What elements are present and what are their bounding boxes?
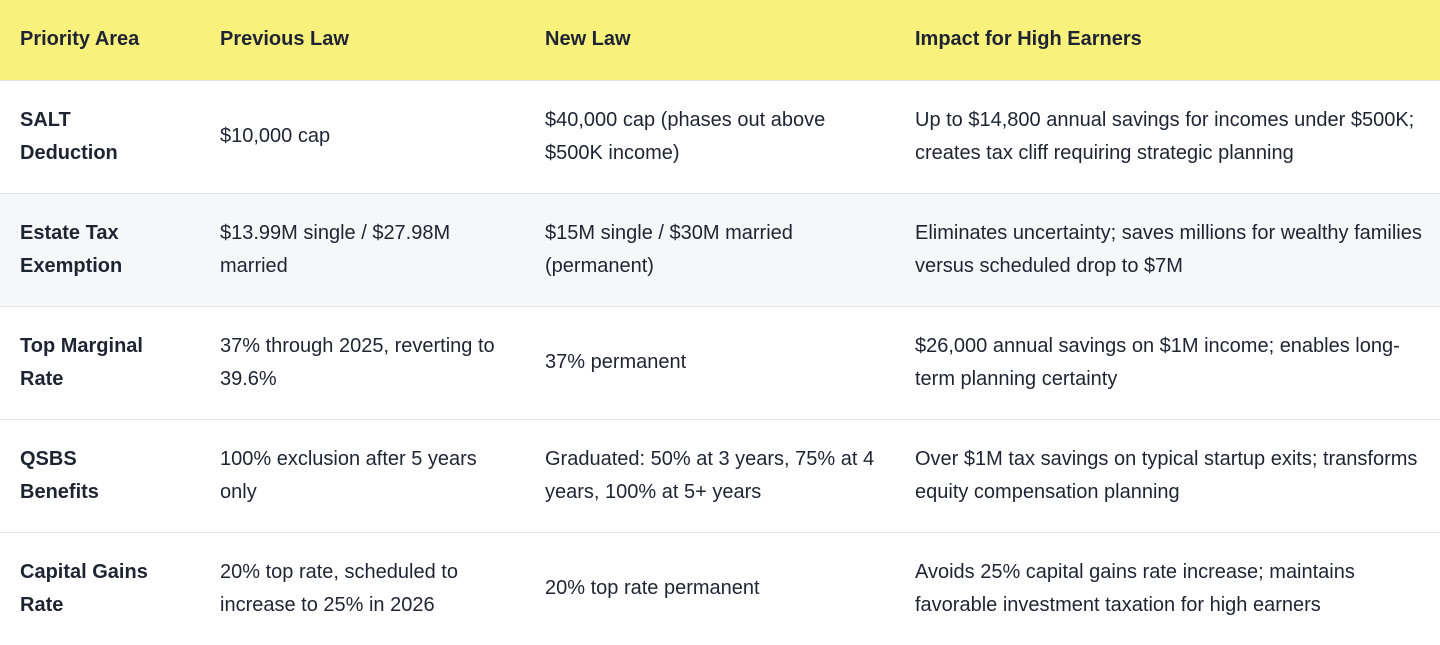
table-cell: $13.99M single / $27.98M married <box>220 221 451 277</box>
table-row: Top Marginal Rate 37% through 2025, rever… <box>0 306 1440 419</box>
table-cell: 37% permanent <box>545 351 687 373</box>
row-label: Capital Gains Rate <box>20 560 148 616</box>
table-cell: $26,000 annual savings on $1M income; en… <box>915 334 1400 390</box>
table-cell: Up to $14,800 annual savings for incomes… <box>915 108 1415 164</box>
table-cell: 37% through 2025, reverting to 39.6% <box>220 334 495 390</box>
table-cell: $40,000 cap (phases out above $500K inco… <box>545 108 826 164</box>
row-label: Estate Tax Exemption <box>20 221 123 277</box>
table-cell: 20% top rate, scheduled to increase to 2… <box>220 560 458 616</box>
table-cell: Over $1M tax savings on typical startup … <box>915 447 1418 503</box>
table-row: Capital Gains Rate 20% top rate, schedule… <box>0 532 1440 645</box>
header-cell: New Law <box>545 28 631 51</box>
table-cell: $15M single / $30M married (permanent) <box>545 221 793 277</box>
table-cell: 100% exclusion after 5 years only <box>220 447 477 503</box>
header-cell: Impact for High Earners <box>915 28 1142 51</box>
table-cell: Avoids 25% capital gains rate increase; … <box>915 560 1355 616</box>
table-cell: Graduated: 50% at 3 years, 75% at 4 year… <box>545 447 875 503</box>
table-body: SALT Deduction $10,000 cap $40,000 cap (ph… <box>0 80 1440 645</box>
table-cell: 20% top rate permanent <box>545 577 760 600</box>
table-cell: Eliminates uncertainty; saves millions f… <box>915 221 1422 277</box>
table-row: SALT Deduction $10,000 cap $40,000 cap (ph… <box>0 80 1440 193</box>
table-header: Priority Area Previous Law New Law Impact f… <box>0 0 1440 80</box>
header-cell: Previous Law <box>220 28 349 51</box>
row-label: Top Marginal Rate <box>20 334 143 390</box>
header-cell: Priority Area <box>20 28 140 51</box>
table-cell: $10,000 cap <box>220 125 331 147</box>
row-label: QSBS Benefits <box>20 447 99 503</box>
table-row: Estate Tax Exemption $13.99M single / $27… <box>0 193 1440 306</box>
row-label: SALT Deduction <box>20 108 118 164</box>
header-row: Priority Area Previous Law New Law Impact f… <box>0 0 1440 80</box>
table-row: QSBS Benefits 100% exclusion after 5 year… <box>0 419 1440 532</box>
